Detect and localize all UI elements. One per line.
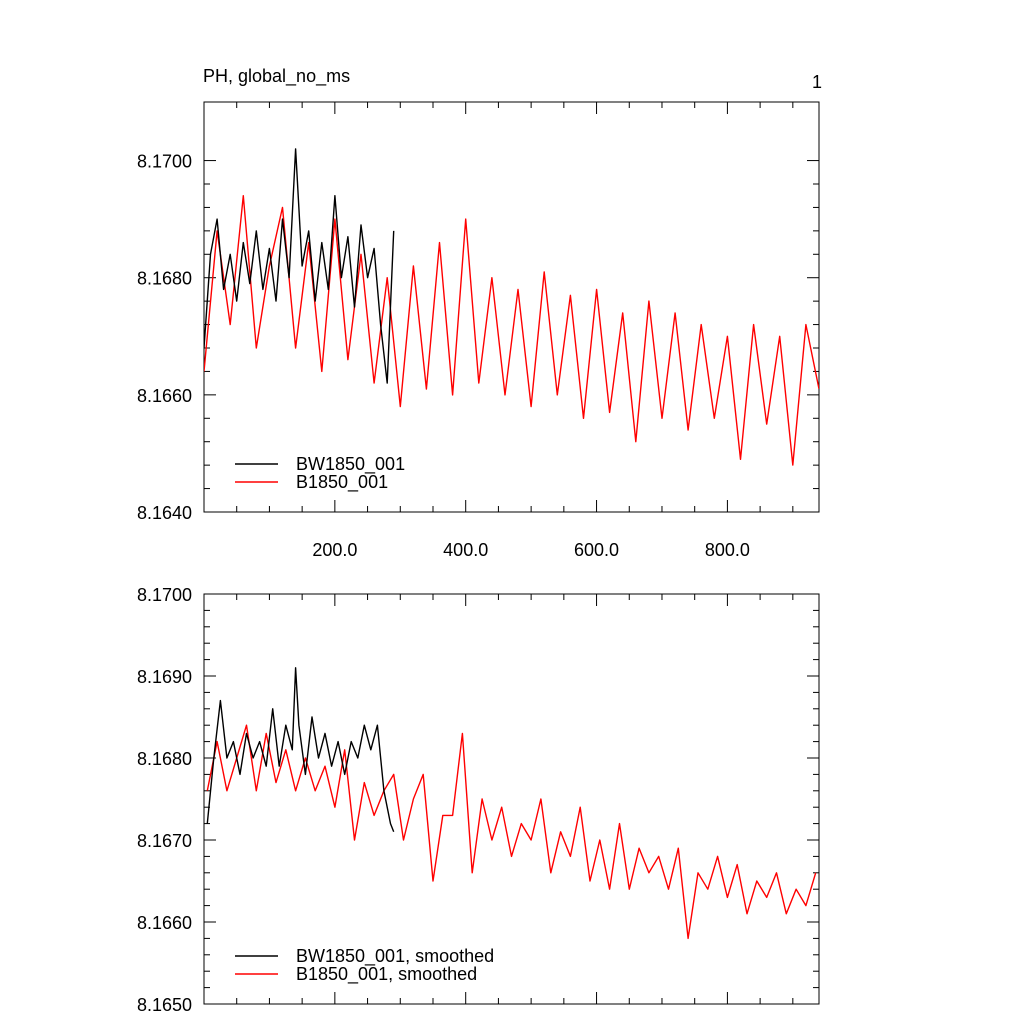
y-tick-label: 8.1640 [137,503,192,523]
bottom-panel: 8.1650 8.1660 8.1670 8.1680 8.1690 8.1700 BW18… [137,585,820,1015]
plot-frame [203,101,820,513]
series-line [204,148,395,384]
x-tick-label: 200.0 [312,540,357,560]
y-tick-label: 8.1650 [137,995,192,1015]
y-tick-label: 8.1660 [137,913,192,933]
legend-label: BW1850_001, smoothed [296,946,494,967]
y-tick-label: 8.1700 [137,152,192,172]
series-line [206,724,817,940]
y-tick-label: 8.1690 [137,667,192,687]
legend-label: BW1850_001 [296,454,405,475]
plot-frame [203,593,820,1005]
legend-label: B1850_001, smoothed [296,964,477,985]
y-tick-label: 8.1700 [137,585,192,605]
figure-title: PH, global_no_ms [203,66,350,87]
x-tick-label: 800.0 [705,540,750,560]
y-tick-label: 8.1660 [137,386,192,406]
y-tick-label: 8.1680 [137,269,192,289]
y-tick-label: 8.1680 [137,749,192,769]
legend-label: B1850_001 [296,472,388,493]
x-tick-label: 400.0 [443,540,488,560]
panel-number-label: 1 [812,72,822,92]
series-line [206,667,395,833]
top-panel: 8.1640 8.1660 8.1680 8.1700 200.0 400.0 600.0 8… [137,101,820,560]
y-tick-label: 8.1670 [137,831,192,851]
series-line [204,194,819,466]
x-tick-label: 600.0 [574,540,619,560]
